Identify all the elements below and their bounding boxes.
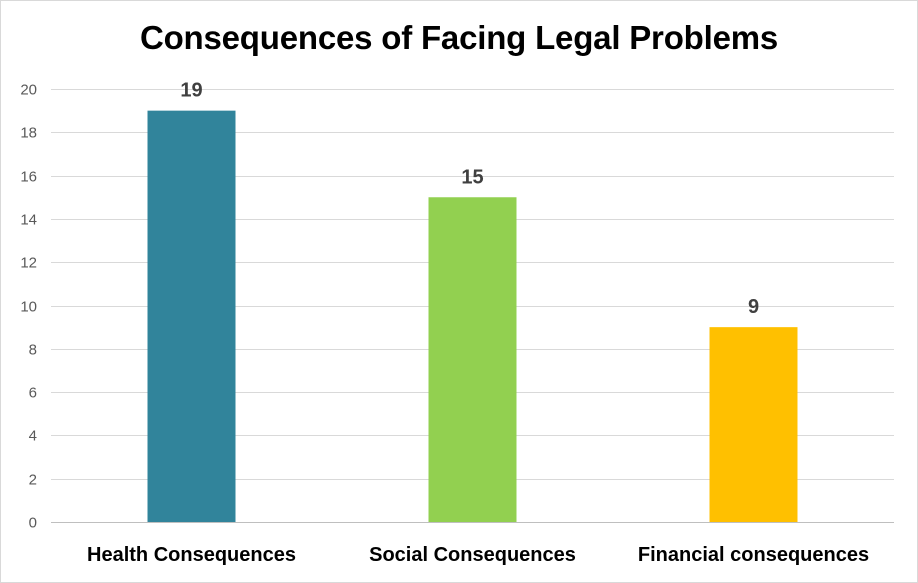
y-tick-label: 14 — [20, 212, 37, 229]
y-tick-label: 4 — [29, 428, 37, 445]
bar — [709, 327, 798, 522]
y-tick-label: 10 — [20, 299, 37, 316]
bar — [147, 110, 236, 523]
y-tick-label: 8 — [29, 342, 37, 359]
data-label: 19 — [180, 80, 202, 102]
y-tick-label: 12 — [20, 255, 37, 272]
data-label: 15 — [461, 166, 483, 188]
y-tick-label: 6 — [29, 385, 37, 402]
category-label: Health Consequences — [87, 544, 296, 566]
category-label: Financial consequences — [638, 544, 869, 566]
y-tick-label: 0 — [29, 515, 37, 532]
chart-title: Consequences of Facing Legal Problems — [139, 19, 779, 56]
bar — [428, 197, 517, 522]
y-tick-label: 18 — [20, 125, 37, 142]
data-label: 9 — [748, 296, 759, 318]
y-tick-label: 16 — [20, 169, 37, 186]
y-tick-label: 20 — [20, 82, 37, 99]
y-tick-label: 2 — [29, 472, 37, 489]
category-label: Social Consequences — [369, 544, 576, 566]
